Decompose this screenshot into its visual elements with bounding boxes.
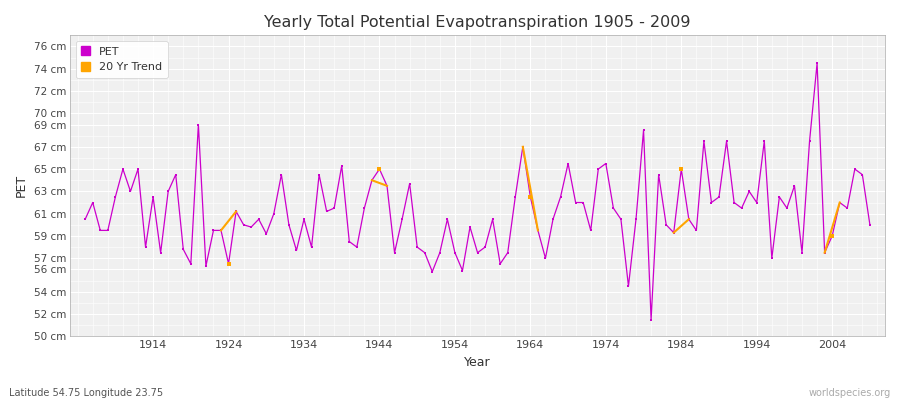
Text: worldspecies.org: worldspecies.org — [809, 388, 891, 398]
Text: Latitude 54.75 Longitude 23.75: Latitude 54.75 Longitude 23.75 — [9, 388, 163, 398]
Legend: PET, 20 Yr Trend: PET, 20 Yr Trend — [76, 41, 167, 78]
Y-axis label: PET: PET — [15, 174, 28, 197]
X-axis label: Year: Year — [464, 356, 491, 369]
Title: Yearly Total Potential Evapotranspiration 1905 - 2009: Yearly Total Potential Evapotranspiratio… — [265, 15, 691, 30]
